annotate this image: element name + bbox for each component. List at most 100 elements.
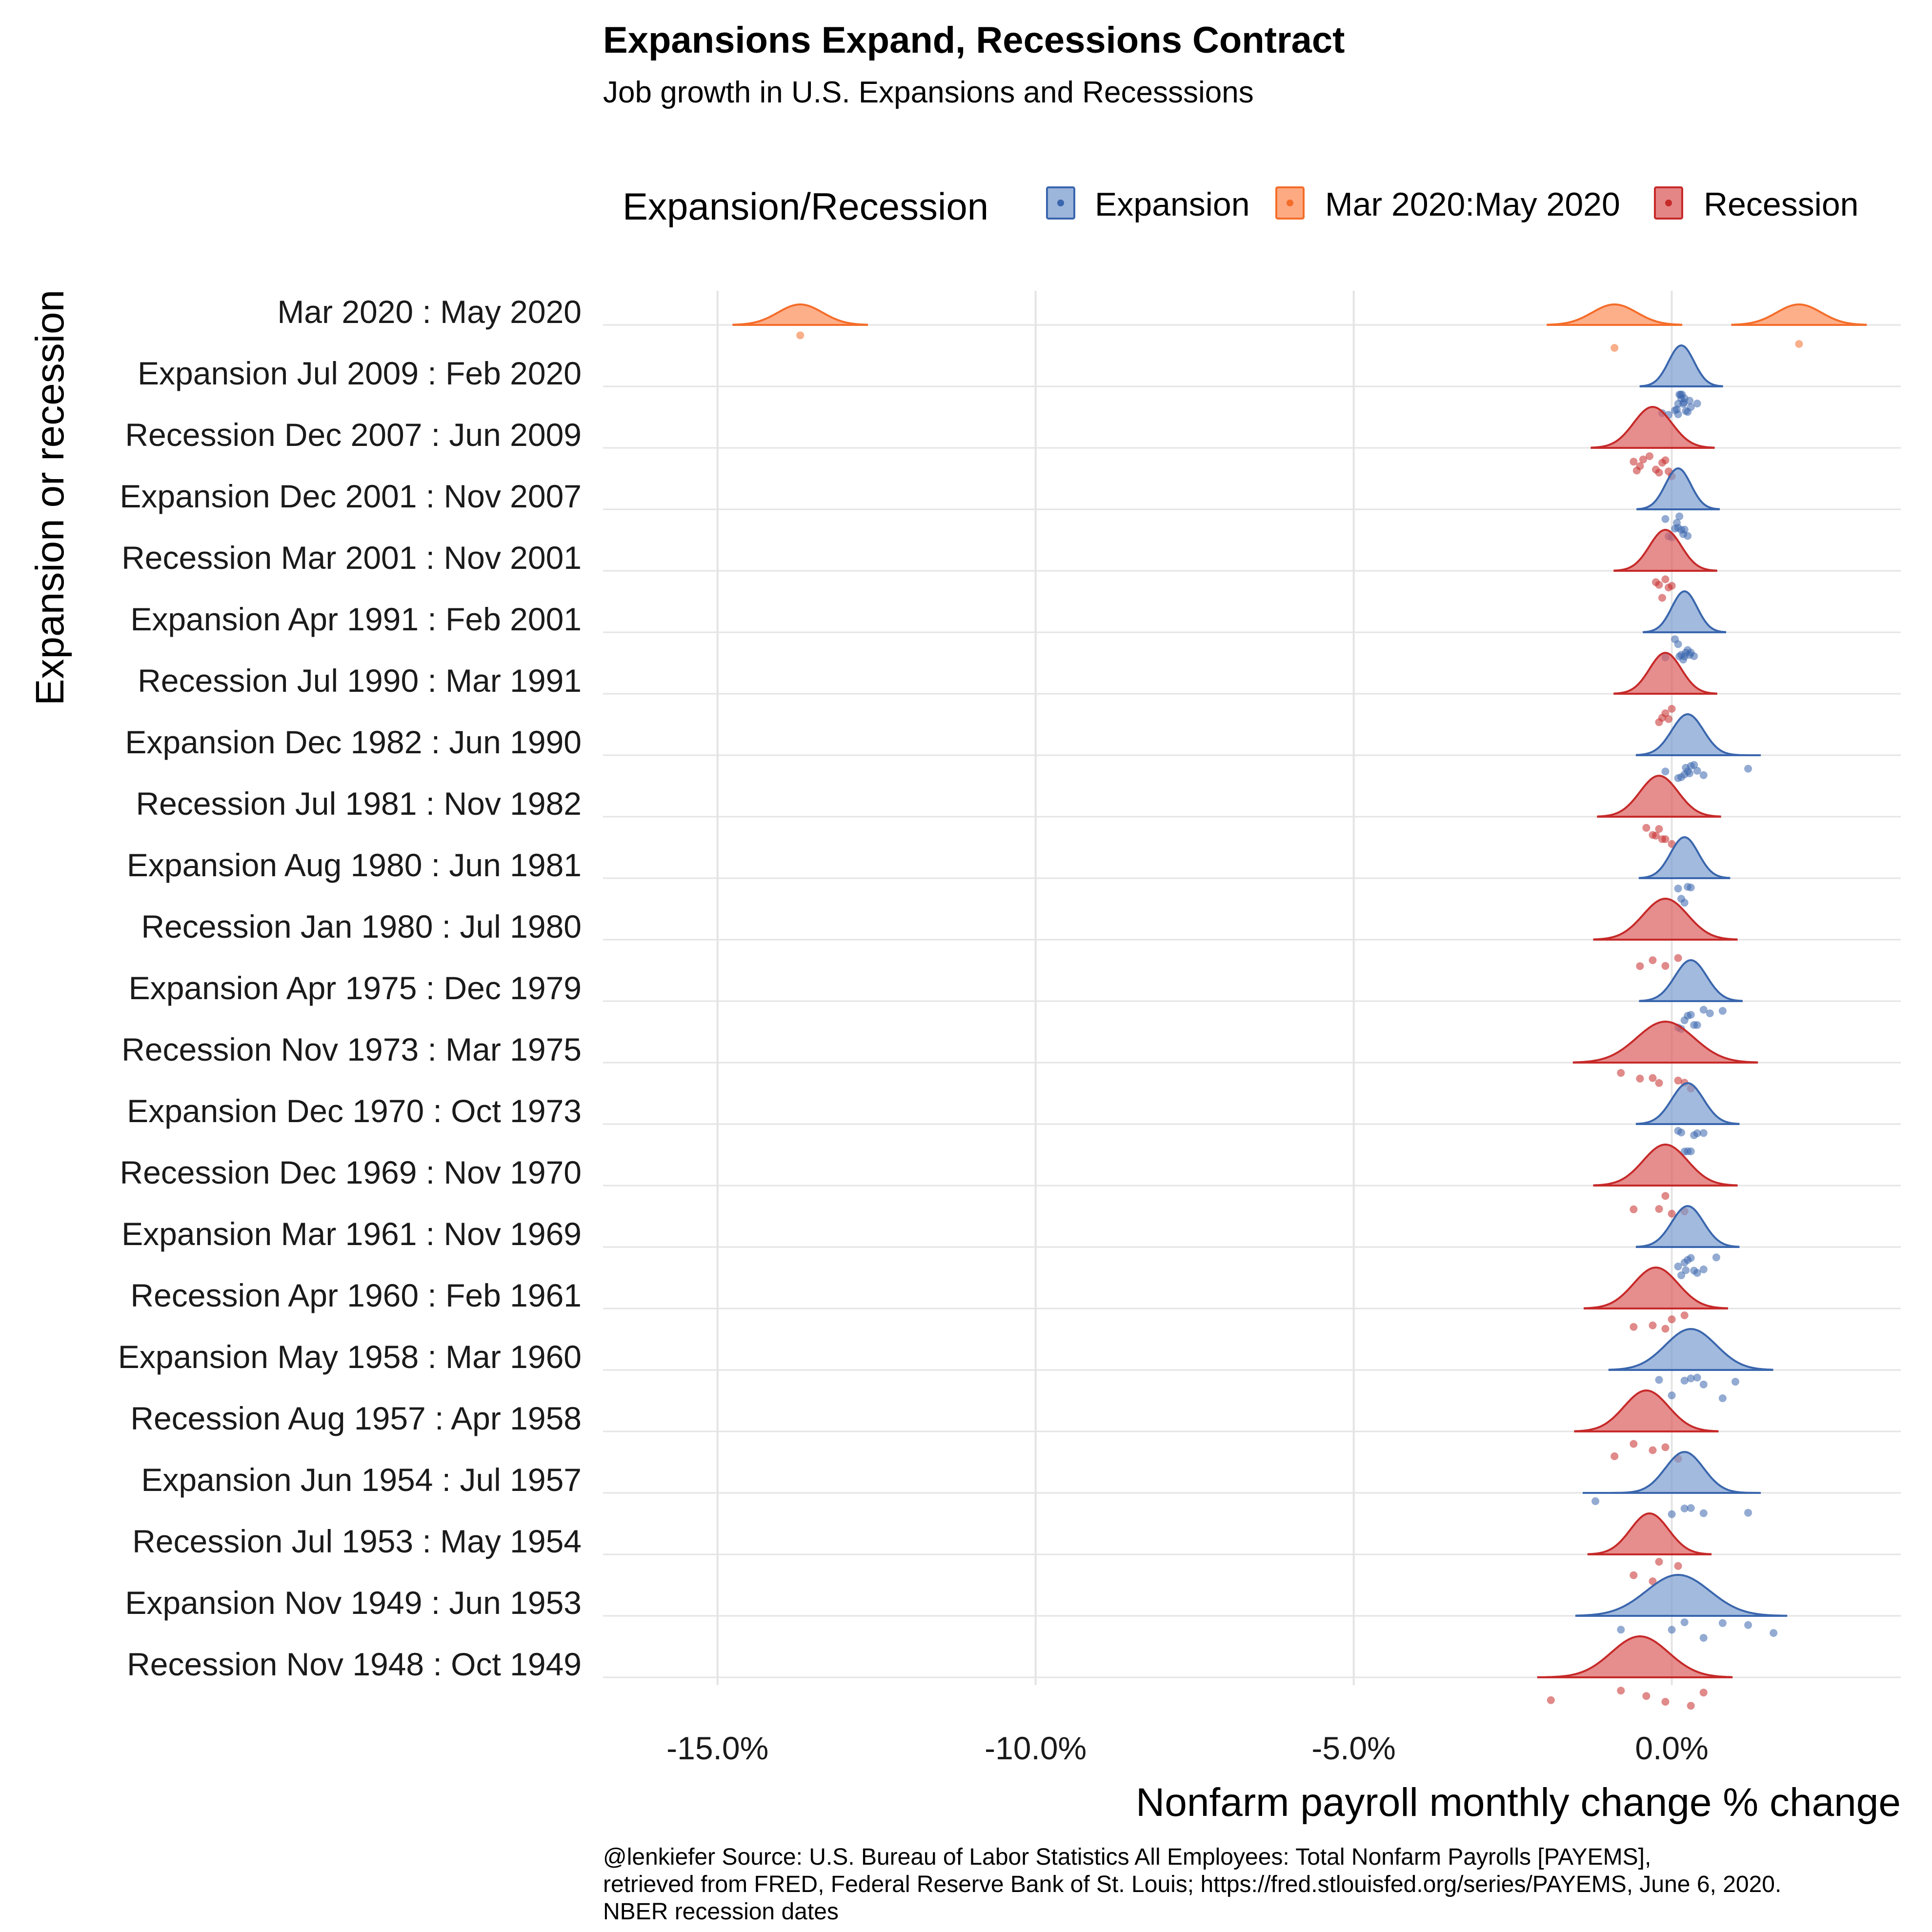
legend-key-covid-dot xyxy=(1287,200,1293,206)
ridge-group xyxy=(1583,1450,1761,1518)
y-tick-label: Recession Jul 1990 : Mar 1991 xyxy=(138,663,582,699)
density-curve xyxy=(1587,1512,1712,1555)
data-point xyxy=(1744,1621,1752,1629)
y-tick-label: Expansion Apr 1975 : Dec 1979 xyxy=(129,970,582,1006)
y-tick-label: Expansion Dec 2001 : Nov 2007 xyxy=(120,478,582,514)
data-point xyxy=(1630,1323,1638,1331)
data-point xyxy=(1690,761,1698,769)
legend: Expansion/Recession Expansion Mar 2020:M… xyxy=(623,185,1859,228)
ridge-group xyxy=(1590,405,1715,481)
y-tick-label: Expansion Jun 1954 : Jul 1957 xyxy=(141,1462,582,1498)
data-point xyxy=(1642,824,1650,832)
ridge-group xyxy=(1584,1266,1728,1333)
data-point xyxy=(1617,1069,1625,1077)
chart-subtitle: Job growth in U.S. Expansions and Recess… xyxy=(603,76,1254,109)
data-point xyxy=(1668,1626,1676,1634)
y-axis-labels: Mar 2020 : May 2020 Expansion Jul 2009 : … xyxy=(118,294,582,1682)
data-point xyxy=(1699,1006,1708,1014)
data-point xyxy=(1684,1012,1692,1020)
data-point xyxy=(1636,962,1644,970)
legend-key-expansion-dot xyxy=(1057,200,1064,206)
caption-line-1: @lenkiefer Source: U.S. Bureau of Labor … xyxy=(603,1844,1651,1870)
data-point xyxy=(1655,1079,1663,1087)
data-point xyxy=(1655,1376,1663,1384)
data-point xyxy=(1636,1074,1644,1083)
data-point xyxy=(1699,771,1708,779)
data-point xyxy=(1687,884,1695,892)
data-point xyxy=(1674,400,1682,408)
legend-title: Expansion/Recession xyxy=(623,185,988,228)
data-point xyxy=(1652,578,1660,586)
data-point xyxy=(1671,635,1679,644)
x-tick-label: -5.0% xyxy=(1311,1730,1395,1766)
data-point xyxy=(796,331,805,340)
y-tick-label: Recession Mar 2001 : Nov 2001 xyxy=(121,540,582,576)
data-point xyxy=(1744,1509,1752,1517)
data-point xyxy=(1682,764,1690,772)
ridge-group xyxy=(1575,1573,1788,1642)
y-tick-label: Recession Apr 1960 : Feb 1961 xyxy=(130,1277,582,1313)
density-curve xyxy=(1583,1450,1761,1494)
data-point xyxy=(1693,1373,1701,1382)
data-point xyxy=(1636,462,1644,470)
data-point xyxy=(1661,575,1670,584)
ridge-group xyxy=(1639,959,1743,1033)
data-point xyxy=(1680,1311,1689,1319)
data-point xyxy=(1690,1131,1698,1139)
data-point xyxy=(1547,1696,1555,1704)
data-point xyxy=(1661,962,1670,970)
data-point xyxy=(1699,1380,1708,1389)
data-point xyxy=(1680,1504,1689,1512)
data-point xyxy=(1718,1619,1727,1627)
density-curve xyxy=(1537,1635,1733,1678)
data-point xyxy=(1630,1440,1638,1448)
x-axis-tick-labels: -15.0% -10.0% -5.0% 0.0% xyxy=(666,1730,1709,1766)
y-tick-label: Recession Nov 1948 : Oct 1949 xyxy=(127,1646,582,1682)
data-point xyxy=(1658,594,1666,602)
data-point xyxy=(1687,1702,1695,1710)
density-curve xyxy=(1731,303,1867,326)
y-tick-label: Recession Dec 2007 : Jun 2009 xyxy=(125,417,582,453)
data-point xyxy=(1674,954,1682,962)
density-curve xyxy=(1593,897,1738,941)
ridge-group xyxy=(1643,590,1727,664)
data-point xyxy=(1693,1269,1701,1277)
density-curve xyxy=(1608,1328,1773,1371)
data-point xyxy=(1693,766,1701,775)
data-point xyxy=(1661,515,1670,523)
density-curve xyxy=(1635,1205,1740,1248)
density-curve xyxy=(1636,467,1720,510)
data-point xyxy=(1674,885,1682,893)
data-point xyxy=(1731,1378,1739,1386)
y-tick-label: Expansion Jul 2009 : Feb 2020 xyxy=(138,355,582,391)
data-point xyxy=(1617,1687,1625,1695)
data-point xyxy=(1668,1315,1676,1324)
ridge-group xyxy=(1537,1635,1733,1710)
data-point xyxy=(1668,1209,1676,1218)
data-point xyxy=(1699,1689,1708,1697)
data-point xyxy=(1674,1262,1682,1270)
data-point xyxy=(1649,1321,1657,1329)
y-tick-label: Mar 2020 : May 2020 xyxy=(277,294,582,330)
density-curve xyxy=(1639,959,1743,1002)
density-curve xyxy=(1635,1082,1740,1125)
data-point xyxy=(1686,651,1694,659)
ridge-group xyxy=(1587,1512,1712,1586)
caption-line-3: NBER recession dates xyxy=(603,1899,839,1925)
density-curve xyxy=(1584,1266,1728,1309)
data-point xyxy=(1661,1698,1670,1706)
density-curve xyxy=(1593,1143,1738,1187)
density-curve xyxy=(1643,590,1727,633)
ridge-group xyxy=(1572,1020,1758,1092)
data-point xyxy=(1642,1692,1650,1700)
y-tick-label: Expansion Dec 1970 : Oct 1973 xyxy=(127,1093,582,1129)
data-point xyxy=(1712,1253,1720,1262)
density-curve xyxy=(1635,713,1761,756)
data-point xyxy=(1682,1266,1690,1274)
data-point xyxy=(1610,344,1619,352)
data-point xyxy=(1682,407,1690,415)
data-point xyxy=(1699,1129,1708,1137)
y-tick-label: Expansion Mar 1961 : Nov 1969 xyxy=(121,1216,582,1252)
data-point xyxy=(1652,831,1660,840)
y-tick-label: Expansion May 1958 : Mar 1960 xyxy=(118,1339,582,1375)
